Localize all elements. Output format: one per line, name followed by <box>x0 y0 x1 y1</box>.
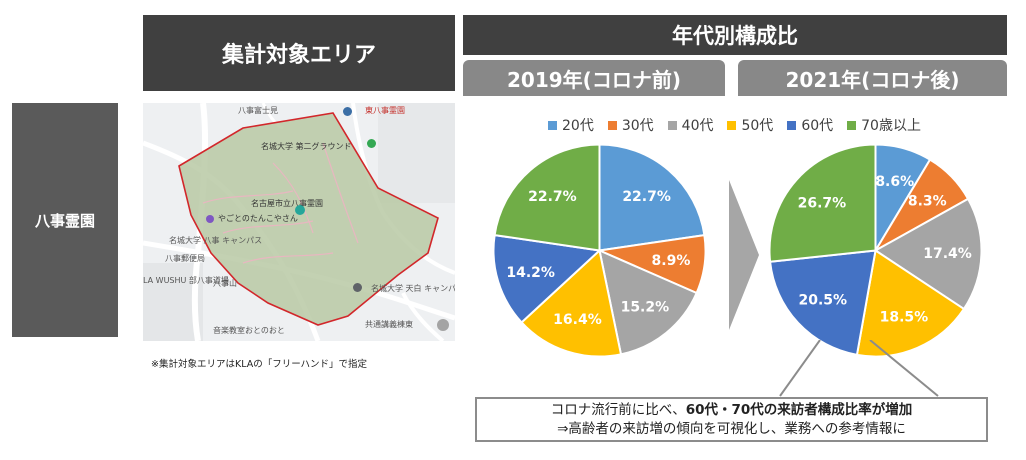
legend-label: 70歳以上 <box>861 118 921 134</box>
map-label-cemetery: 名古屋市立八事霊園 <box>251 199 323 208</box>
legend-item: 50代 <box>727 115 773 135</box>
callout-lines <box>779 340 939 397</box>
pie-data-label: 8.9% <box>652 253 691 269</box>
legend-swatch <box>548 120 557 130</box>
map-label-yagotoyama: 八事山 <box>213 279 237 288</box>
legend-label: 40代 <box>681 118 714 134</box>
map-graphic <box>143 103 455 341</box>
park-pin-icon <box>367 139 376 148</box>
pie-slice-70歳以上 <box>768 143 877 263</box>
pie-data-label: 22.7% <box>622 189 671 205</box>
year-tab-2021: 2021年(コロナ後) <box>738 60 1007 96</box>
legend-item: 60代 <box>787 115 833 135</box>
pie-slice-40代 <box>598 248 698 356</box>
map-label-post-office: 八事郵便局 <box>165 254 205 263</box>
legend-item: 30代 <box>607 115 654 135</box>
distribution-header: 年代別構成比 <box>463 15 1007 55</box>
conclusion-line-1-highlight: 60代・70代の来訪者構成比率が増加 <box>685 401 913 418</box>
year-tab-2019: 2019年(コロナ前) <box>463 60 725 96</box>
conclusion-line-1: コロナ流行前に比べ、60代・70代の来訪者構成比率が増加 <box>551 401 913 420</box>
map-label-east: 東八事霊園 <box>365 106 405 115</box>
conclusion-line-2: ⇒高齢者の来訪増の傾向を可視化し、業務への参考情報に <box>557 420 906 437</box>
map-label-top-area: 八事富士見 <box>238 106 278 115</box>
map[interactable]: 八事富士見 東八事霊園 名城大学 第二グラウンド 名古屋市立八事霊園 やごとのた… <box>143 103 455 341</box>
pie-data-label: 26.7% <box>798 195 847 211</box>
chart-legend: 20代 30代 40代 50代 60代 70歳以上 <box>548 115 968 135</box>
pie-slice-50代 <box>520 248 623 358</box>
footnote: ※集計対象エリアはKLAの「フリーハンド」で指定 <box>151 359 368 370</box>
pie-data-label: 20.5% <box>799 293 848 309</box>
pie-slice-20代 <box>598 143 706 252</box>
map-label-campus-left: 名城大学 八事 キャンパス <box>169 236 263 245</box>
pie-data-label: 14.2% <box>506 265 555 281</box>
campus-pin-icon <box>353 283 362 292</box>
map-label-ground: 名城大学 第二グラウンド <box>261 142 352 151</box>
legend-swatch <box>727 120 737 130</box>
pie-data-label: 17.4% <box>923 246 972 262</box>
legend-item: 20代 <box>548 115 594 135</box>
legend-swatch <box>607 120 617 130</box>
pie-slice-40代 <box>873 197 983 311</box>
conclusion-box: コロナ流行前に比べ、60代・70代の来訪者構成比率が増加 ⇒高齢者の来訪増の傾向… <box>475 397 988 442</box>
legend-label: 30代 <box>621 118 654 134</box>
conclusion-line-1-prefix: コロナ流行前に比べ、 <box>550 401 686 418</box>
legend-label: 50代 <box>741 118 774 134</box>
pie-data-label: 22.7% <box>528 189 577 205</box>
map-label-shop: やごとのたんこやさん <box>218 214 298 223</box>
legend-item: 40代 <box>667 115 714 135</box>
legend-swatch <box>847 120 857 130</box>
map-label-music-school: 音楽教室おとのおと <box>213 326 285 335</box>
pie-data-label: 8.6% <box>875 174 914 190</box>
map-pin-icon <box>343 107 352 116</box>
pie-data-label: 18.5% <box>880 310 929 326</box>
map-label-wushu: LA WUSHU 部八事道場 <box>143 276 229 285</box>
shop-pin-icon <box>206 215 214 223</box>
location-label: 八事霊園 <box>12 103 118 337</box>
map-label-station: 共通講義棟東 <box>365 320 413 329</box>
pie-chart-2019: 22.7% 8.9% 15.2% 16.4% 14.2% 22.7% <box>492 143 707 358</box>
legend-item: 70歳以上 <box>847 115 921 135</box>
legend-swatch <box>667 120 677 130</box>
pie-data-label: 16.4% <box>553 312 602 328</box>
map-label-campus-right: 名城大学 天白 キャンパス <box>371 284 455 293</box>
cemetery-pin-icon <box>295 205 305 215</box>
area-header: 集計対象エリア <box>143 15 455 91</box>
pie-data-label: 15.2% <box>621 300 670 316</box>
pie-slice-60代 <box>492 233 602 324</box>
pie-slice-70歳以上 <box>493 143 601 252</box>
chevron-right-icon <box>729 180 759 330</box>
pie-slice-60代 <box>769 249 877 357</box>
legend-label: 20代 <box>562 118 594 134</box>
legend-swatch <box>787 120 797 130</box>
pie-data-label: 8.3% <box>908 193 947 209</box>
legend-label: 60代 <box>801 118 834 134</box>
pie-chart-2021: 8.6% 8.3% 17.4% 18.5% 20.5% 26.7% <box>768 143 983 358</box>
pie-slice-50代 <box>855 248 966 358</box>
